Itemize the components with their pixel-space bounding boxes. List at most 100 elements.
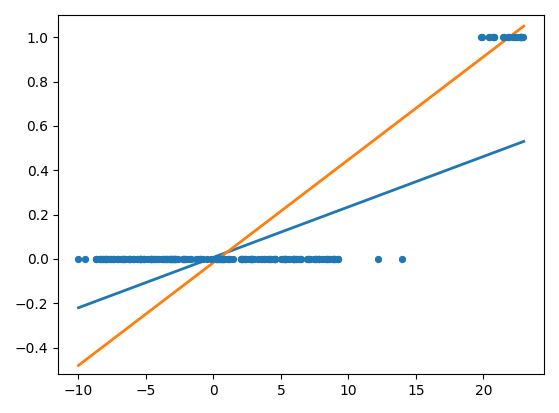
Point [311, 256, 320, 262]
Point [213, 256, 222, 262]
Point [311, 256, 320, 262]
Point [102, 256, 111, 262]
Point [290, 256, 299, 262]
Point [265, 256, 274, 262]
Point [323, 256, 332, 262]
Point [172, 256, 181, 262]
Point [167, 256, 176, 262]
Point [247, 256, 255, 262]
Point [139, 256, 148, 262]
Point [477, 34, 486, 40]
Point [271, 256, 280, 262]
Point [238, 256, 247, 262]
Point [95, 256, 104, 262]
Point [217, 256, 226, 262]
Point [170, 256, 179, 262]
Point [270, 256, 279, 262]
Point [315, 256, 324, 262]
Point [318, 256, 327, 262]
Point [292, 256, 301, 262]
Point [334, 256, 343, 262]
Point [129, 256, 138, 262]
Point [108, 256, 117, 262]
Point [192, 256, 201, 262]
Point [106, 256, 115, 262]
Point [500, 34, 509, 40]
Point [94, 256, 103, 262]
Point [160, 256, 169, 262]
Point [173, 256, 182, 262]
Point [145, 256, 154, 262]
Point [149, 256, 158, 262]
Point [186, 256, 195, 262]
Point [211, 256, 220, 262]
Point [108, 256, 117, 262]
Point [220, 256, 229, 262]
Point [217, 256, 226, 262]
Point [216, 256, 225, 262]
Point [162, 256, 171, 262]
Point [320, 256, 329, 262]
Point [511, 34, 520, 40]
Point [120, 256, 129, 262]
Point [165, 256, 174, 262]
Point [92, 256, 101, 262]
Point [329, 256, 338, 262]
Point [485, 34, 494, 40]
Point [304, 256, 313, 262]
Point [92, 256, 101, 262]
Point [241, 256, 250, 262]
Point [136, 256, 145, 262]
Point [270, 256, 279, 262]
Point [103, 256, 112, 262]
Point [168, 256, 177, 262]
Point [254, 256, 263, 262]
Point [513, 34, 522, 40]
Point [241, 256, 250, 262]
Point [278, 256, 287, 262]
Point [303, 256, 312, 262]
Point [247, 256, 256, 262]
Point [181, 256, 190, 262]
Point [484, 34, 493, 40]
Point [186, 256, 195, 262]
Point [139, 256, 148, 262]
Point [478, 34, 487, 40]
Point [169, 256, 178, 262]
Point [330, 256, 339, 262]
Point [112, 256, 121, 262]
Point [183, 256, 192, 262]
Point [157, 256, 166, 262]
Point [106, 256, 115, 262]
Point [288, 256, 297, 262]
Point [196, 256, 205, 262]
Point [517, 34, 526, 40]
Point [99, 256, 108, 262]
Point [132, 256, 141, 262]
Point [271, 256, 280, 262]
Point [143, 256, 151, 262]
Point [290, 256, 299, 262]
Point [261, 256, 270, 262]
Point [180, 256, 189, 262]
Point [165, 256, 174, 262]
Point [219, 256, 228, 262]
Point [124, 256, 133, 262]
Point [309, 256, 318, 262]
Point [277, 256, 286, 262]
Point [159, 256, 168, 262]
Point [100, 256, 109, 262]
Point [219, 256, 228, 262]
Point [150, 256, 159, 262]
Point [284, 256, 293, 262]
Point [207, 256, 216, 262]
Point [281, 256, 290, 262]
Point [296, 256, 305, 262]
Point [247, 256, 255, 262]
Point [236, 256, 245, 262]
Point [225, 256, 234, 262]
Point [305, 256, 314, 262]
Point [125, 256, 134, 262]
Point [278, 256, 287, 262]
Point [304, 256, 312, 262]
